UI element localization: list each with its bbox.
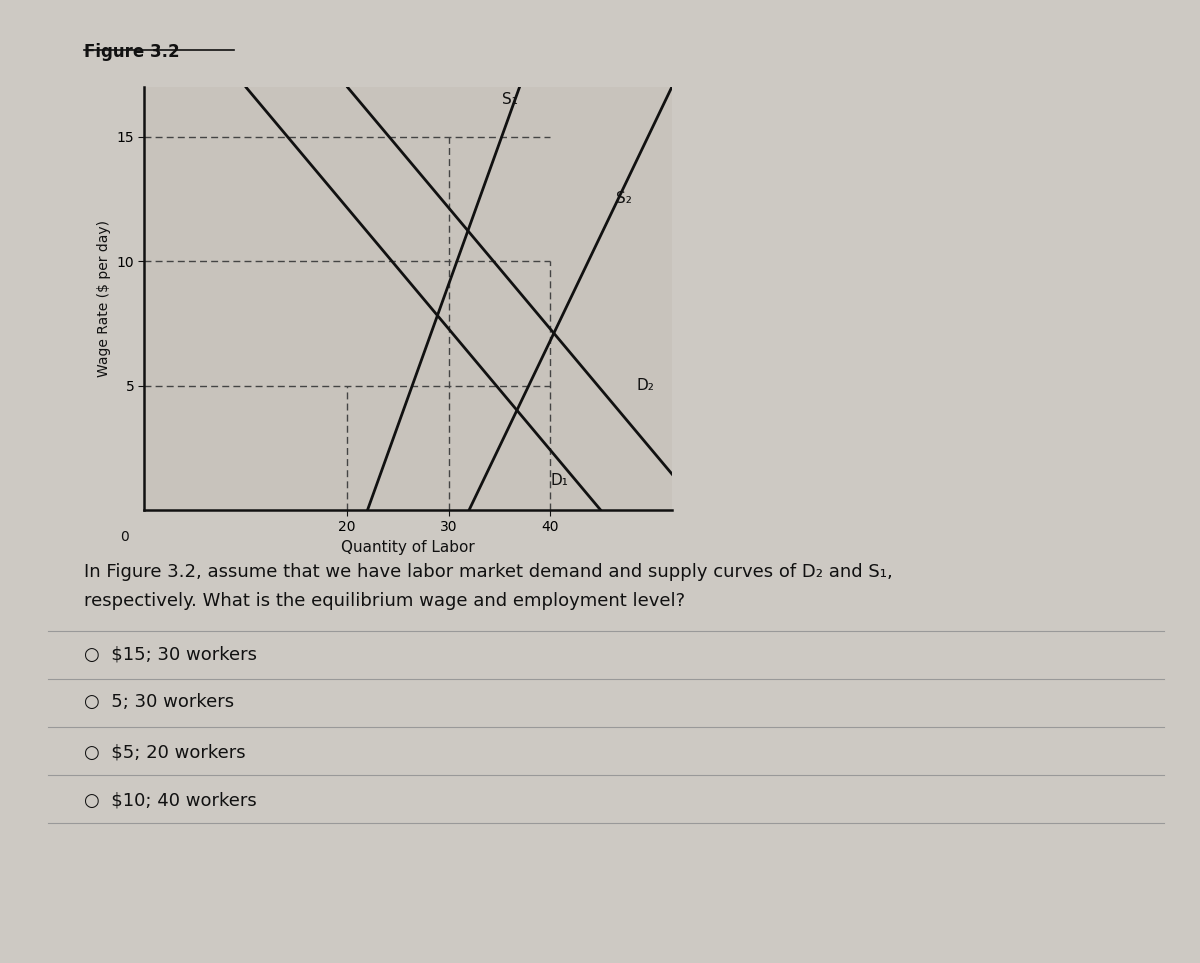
Text: S₁: S₁ (502, 91, 517, 107)
X-axis label: Quantity of Labor: Quantity of Labor (341, 539, 475, 555)
Text: In Figure 3.2, assume that we have labor market demand and supply curves of D₂ a: In Figure 3.2, assume that we have labor… (84, 563, 893, 582)
Text: ○  $10; 40 workers: ○ $10; 40 workers (84, 792, 257, 810)
Text: Figure 3.2: Figure 3.2 (84, 43, 180, 62)
Text: ○  5; 30 workers: ○ 5; 30 workers (84, 693, 234, 712)
Text: S₂: S₂ (616, 192, 632, 206)
Text: D₂: D₂ (636, 378, 654, 393)
Text: 0: 0 (120, 531, 128, 544)
Text: ○  $5; 20 workers: ○ $5; 20 workers (84, 743, 246, 762)
Y-axis label: Wage Rate ($ per day): Wage Rate ($ per day) (97, 220, 112, 377)
Text: D₁: D₁ (550, 473, 568, 488)
Text: respectively. What is the equilibrium wage and employment level?: respectively. What is the equilibrium wa… (84, 592, 685, 611)
Text: ○  $15; 30 workers: ○ $15; 30 workers (84, 645, 257, 664)
